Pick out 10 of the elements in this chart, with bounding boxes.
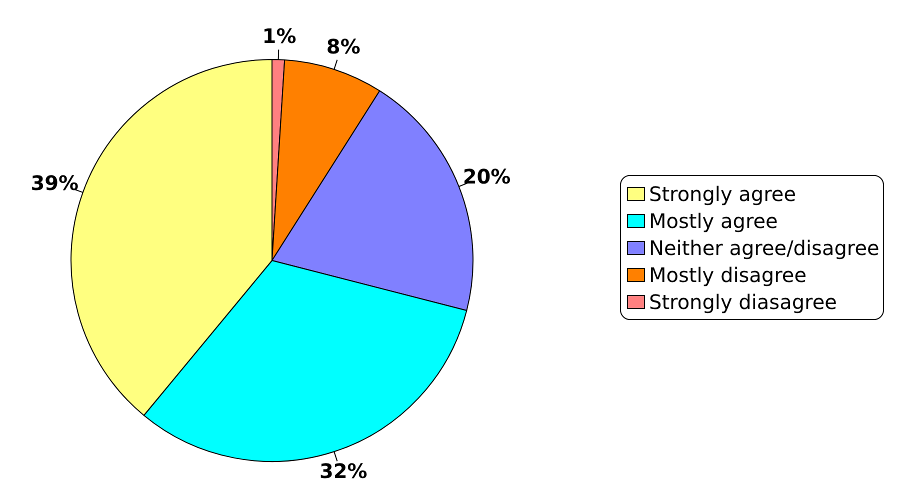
legend-label: Strongly diasagree (649, 290, 837, 314)
legend-label: Mostly disagree (649, 262, 807, 286)
data-label: 39% (30, 171, 79, 196)
legend-label: Neither agree/disagree (649, 236, 880, 260)
data-label: 1% (262, 24, 296, 48)
legend-label: Mostly agree (649, 208, 778, 232)
data-label: 8% (326, 34, 360, 59)
legend-label: Strongly agree (649, 182, 796, 206)
data-label: 20% (462, 164, 511, 189)
data-label: 32% (319, 458, 368, 483)
